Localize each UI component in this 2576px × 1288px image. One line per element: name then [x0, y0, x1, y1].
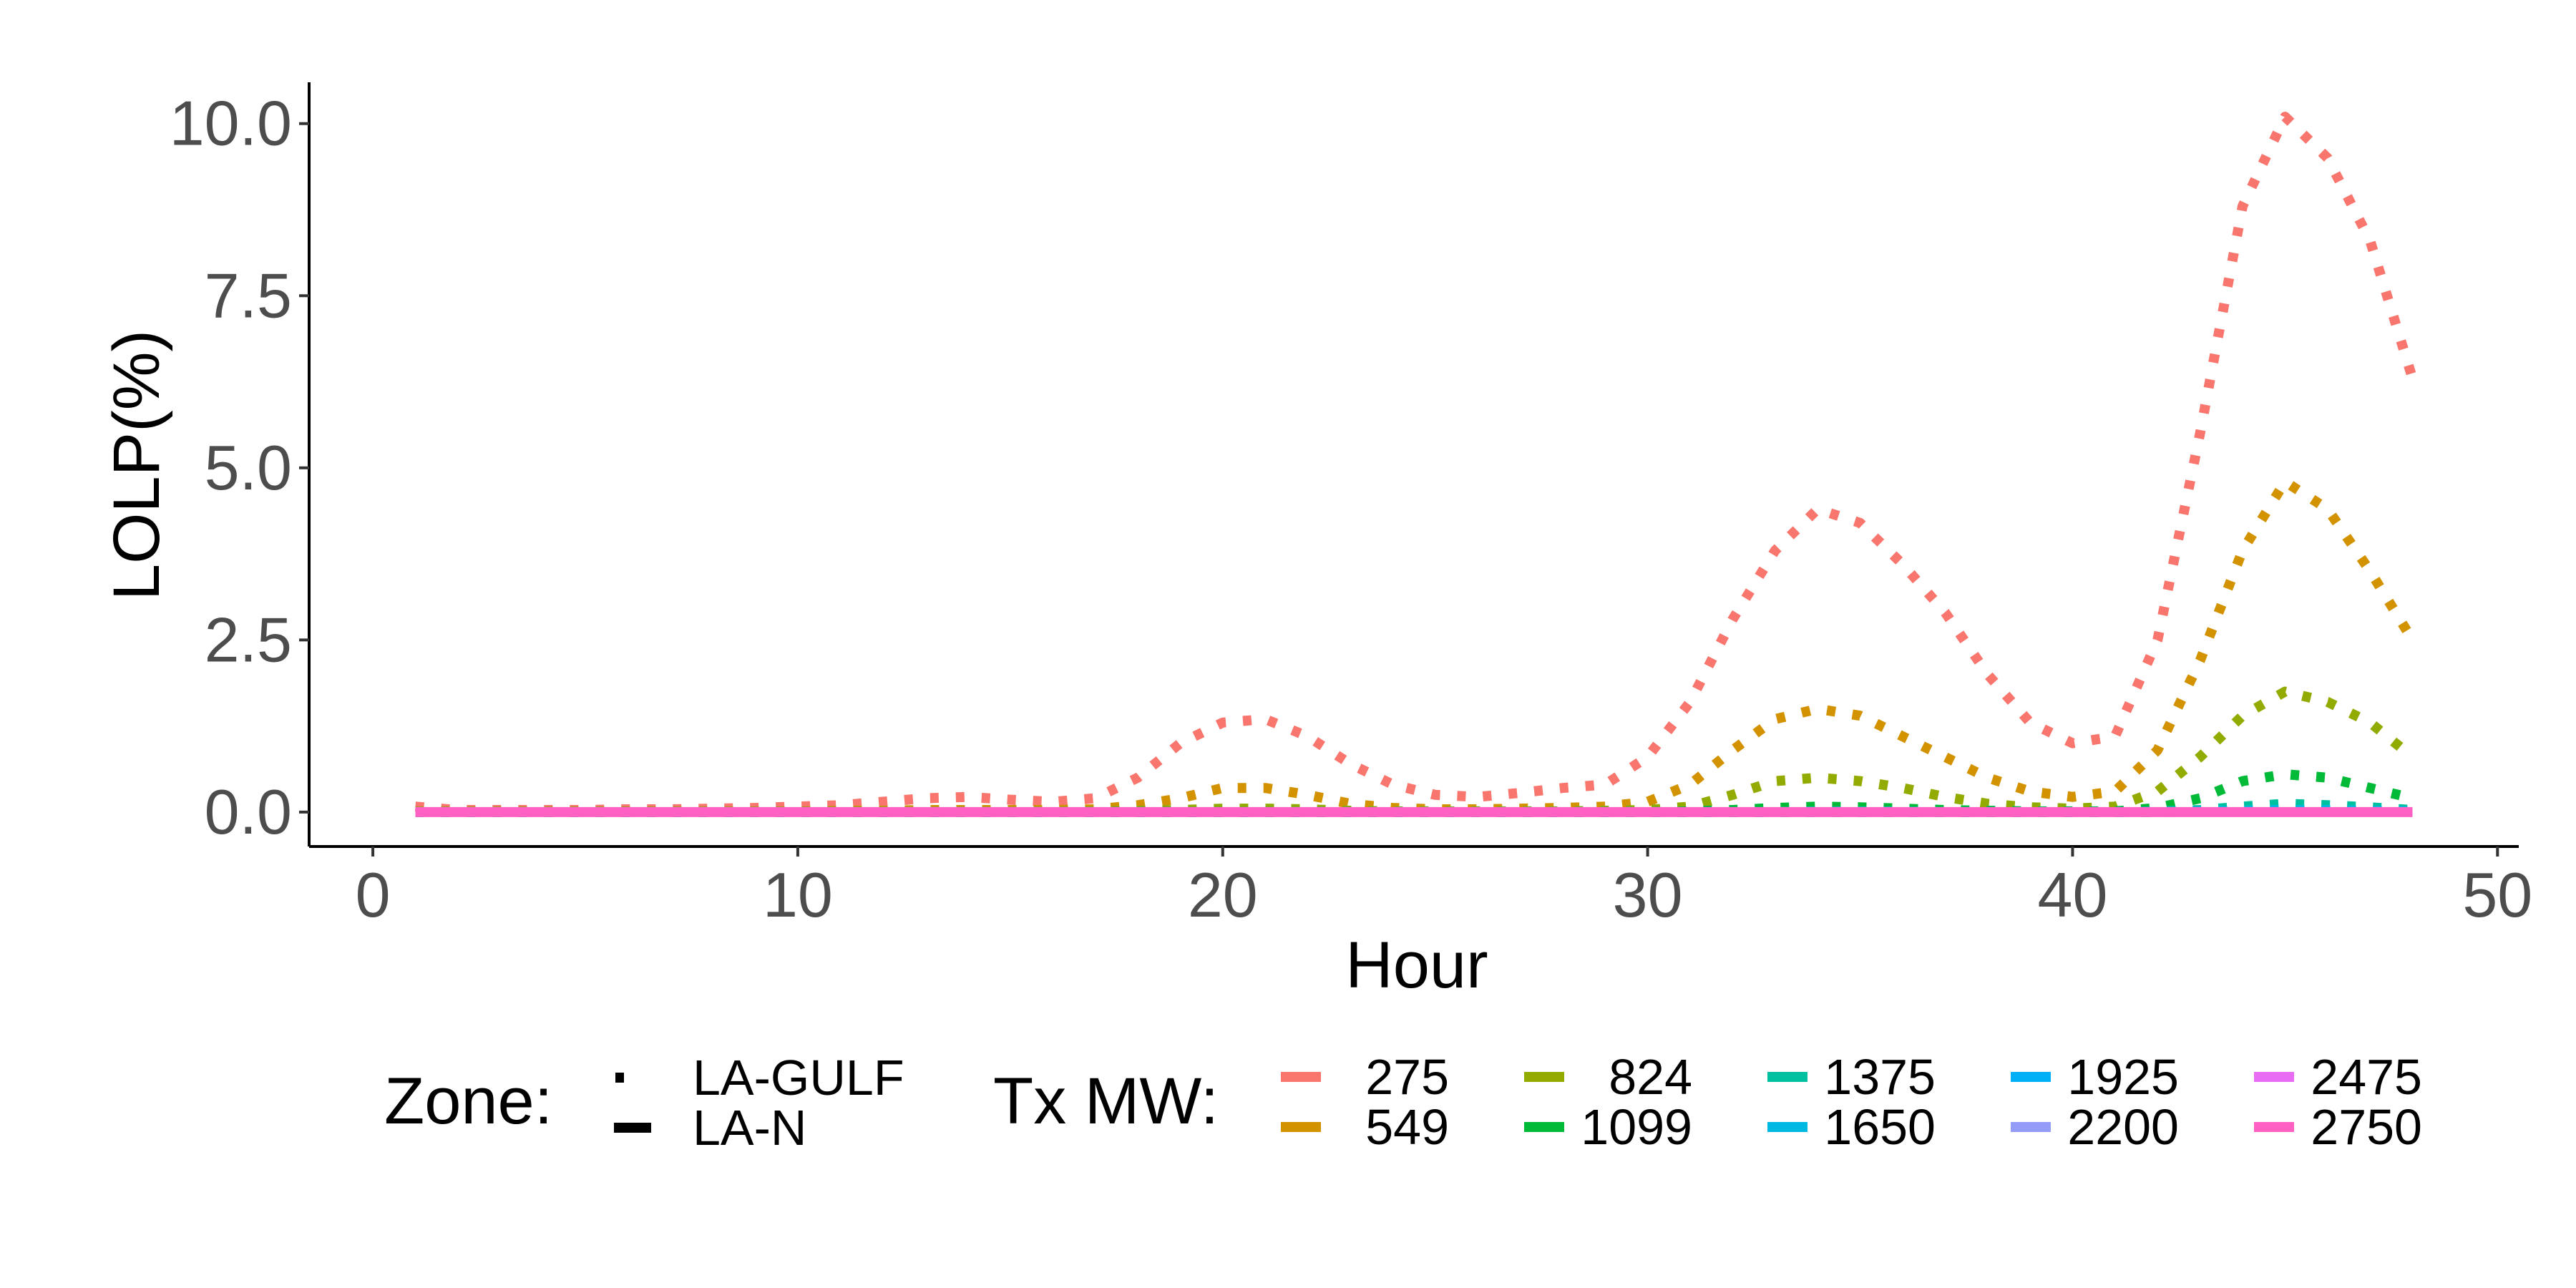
legend-zone-label: LA-GULF	[693, 1050, 904, 1106]
legend-tx-label: 275	[1365, 1049, 1449, 1105]
x-tick-label: 20	[1188, 859, 1258, 930]
legend-tx-title: Tx MW:	[993, 1065, 1219, 1138]
legend-tx-label: 824	[1609, 1049, 1692, 1105]
legend-tx-label: 1925	[2067, 1049, 2179, 1105]
x-axis-title: Hour	[1345, 929, 1488, 1002]
y-tick-label: 10.0	[170, 88, 292, 159]
legend-tx-label: 2475	[2311, 1049, 2422, 1105]
legend-tx-label: 549	[1365, 1099, 1449, 1155]
legend-tx-label: 2750	[2311, 1099, 2422, 1155]
legend-tx-label: 2200	[2067, 1099, 2179, 1155]
y-axis-title: LOLP(%)	[100, 330, 173, 600]
legend-zone-label: LA-N	[693, 1100, 806, 1156]
series-line-la-gulf-824	[415, 686, 2416, 817]
legend-tx-label: 1099	[1581, 1099, 1692, 1155]
y-tick-label: 0.0	[205, 776, 292, 847]
legend-tx-label: 1650	[1824, 1099, 1936, 1155]
series-layer	[414, 112, 2418, 817]
series-line-la-gulf-275	[414, 112, 2418, 815]
y-axis-ticks: 0.0 2.5 5.0 7.5 10.0	[170, 88, 309, 847]
y-tick-label: 5.0	[205, 432, 292, 503]
x-tick-label: 10	[763, 859, 833, 930]
series-line-la-gulf-549	[415, 477, 2417, 816]
x-tick-label: 0	[356, 859, 391, 930]
y-tick-label: 2.5	[205, 604, 292, 675]
x-tick-label: 30	[1613, 859, 1683, 930]
legend-tx-label: 1375	[1824, 1049, 1936, 1105]
x-axis-ticks: 0 10 20 30 40 50	[356, 847, 2532, 930]
legend-zone-title: Zone:	[384, 1065, 552, 1138]
x-tick-label: 40	[2038, 859, 2108, 930]
y-tick-label: 7.5	[205, 260, 292, 331]
x-tick-label: 50	[2462, 859, 2532, 930]
